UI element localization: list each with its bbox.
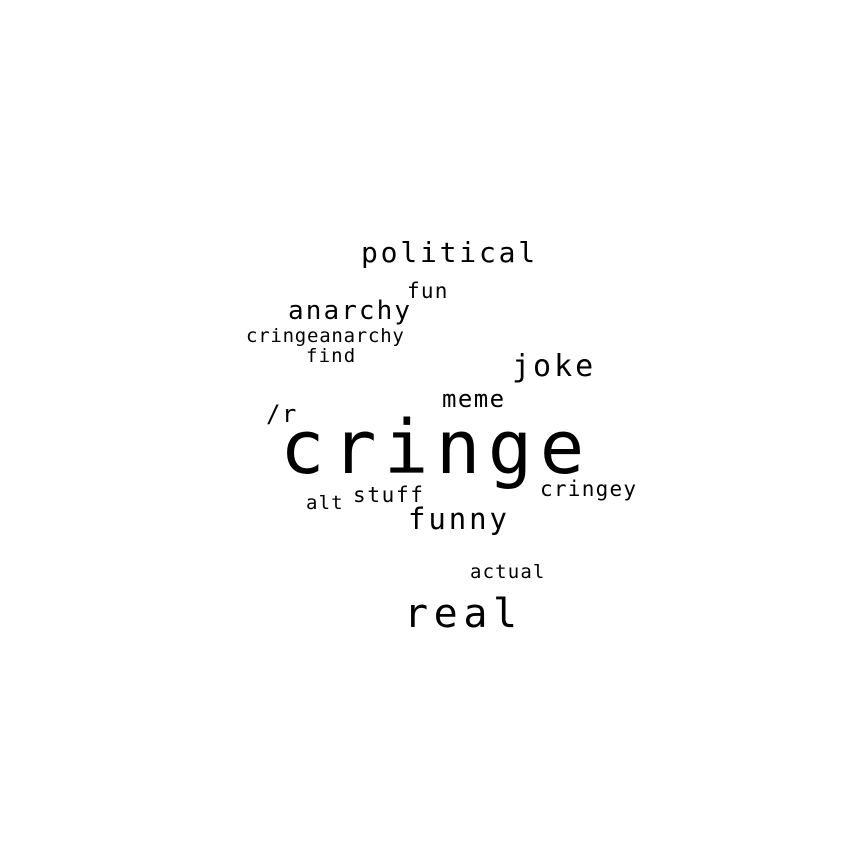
- word-joke: joke: [512, 349, 597, 384]
- word-political: political: [361, 236, 538, 269]
- word-r: /r: [266, 400, 298, 428]
- word-real: real: [404, 591, 523, 637]
- word-meme: meme: [442, 385, 506, 413]
- word-cringey: cringey: [540, 477, 638, 501]
- word-find: find: [306, 345, 357, 367]
- word-alt: alt: [306, 492, 344, 514]
- word-cringeanarchy: cringeanarchy: [246, 325, 405, 347]
- word-funny: funny: [408, 502, 510, 536]
- word-stuff: stuff: [353, 483, 425, 507]
- word-fun: fun: [407, 279, 449, 303]
- word-anarchy: anarchy: [288, 296, 413, 326]
- word-actual: actual: [470, 561, 546, 583]
- word-cringe: cringe: [280, 405, 592, 491]
